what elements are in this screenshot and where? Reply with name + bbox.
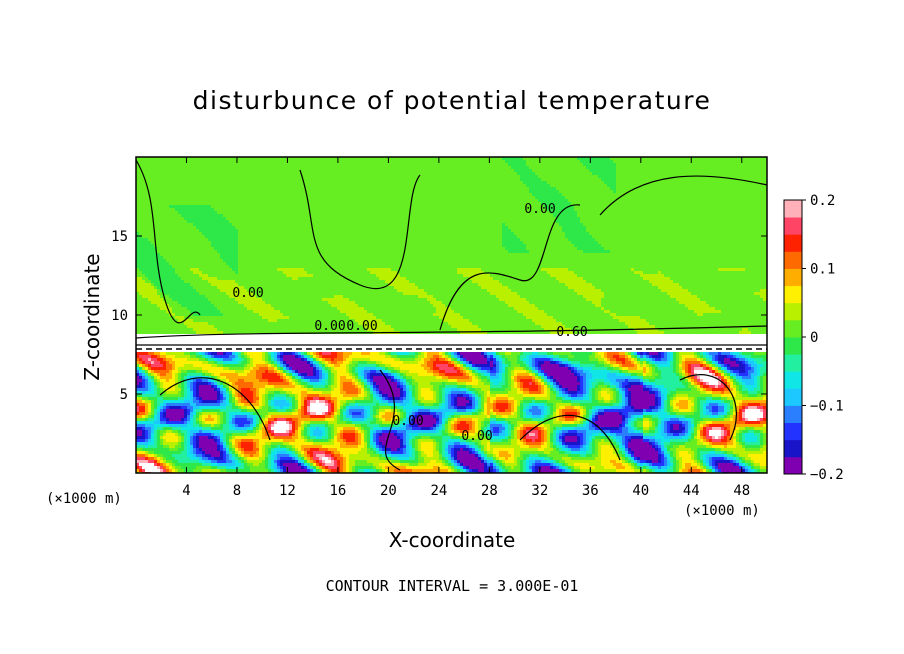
x-tick-label: 16 (329, 483, 346, 499)
colorbar-swatch (784, 302, 802, 321)
contour-interval-note: CONTOUR INTERVAL = 3.000E-01 (0, 577, 904, 595)
x-tick-label: 12 (279, 483, 296, 499)
contour-label: 0.00 (314, 319, 345, 334)
colorbar-swatch (784, 371, 802, 389)
colorbar-swatch (784, 268, 802, 287)
colorbar: 0.2 0.1 0 −0.1 −0.2 (783, 193, 844, 483)
y-tick-label: 15 (111, 229, 128, 245)
colorbar-swatch (784, 337, 802, 355)
y-tick-label: 5 (120, 387, 128, 403)
x-tick-label: 24 (430, 483, 447, 499)
x-tick-label: 40 (632, 483, 649, 499)
x-tick-label: 28 (481, 483, 498, 499)
temperature-field: 0.00 0.00 0.600.000.000.000.00 (136, 157, 767, 473)
x-tick-label: 36 (582, 483, 599, 499)
x-axis-label: X-coordinate (352, 528, 552, 552)
colorbar-swatch (784, 285, 802, 304)
colorbar-swatch (784, 439, 802, 458)
x-tick-label: 48 (733, 483, 750, 499)
contour-label: 0.00 (346, 319, 377, 334)
y-tick-label: 10 (111, 308, 128, 324)
x-axis: 4 8 12 16 20 24 28 32 36 40 44 48 (182, 157, 750, 499)
chart-title: disturbunce of potential temperature (0, 86, 904, 115)
colorbar-swatch (784, 217, 802, 235)
colorbar-tick-label: −0.2 (810, 467, 844, 483)
x-tick-label: 20 (380, 483, 397, 499)
x-unit-left: (×1000 m) (46, 491, 122, 507)
y-axis-label: Z-coordinate (80, 217, 104, 417)
colorbar-tick-label: 0.2 (810, 193, 835, 209)
colorbar-tick-label: 0 (810, 330, 818, 346)
y-axis: 5 10 15 (111, 229, 767, 403)
colorbar-swatch (784, 251, 802, 269)
colorbar-swatch (784, 405, 802, 424)
contour-label: 0.00 (461, 429, 492, 444)
x-tick-label: 8 (233, 483, 241, 499)
colorbar-swatch (784, 200, 802, 218)
contour-label: 0.00 (524, 202, 555, 217)
colorbar-swatch (784, 319, 802, 338)
colorbar-tick-label: −0.1 (810, 399, 844, 415)
contour-label: 0.00 (392, 414, 423, 429)
x-tick-label: 4 (182, 483, 190, 499)
colorbar-swatch (784, 354, 802, 372)
colorbar-swatch (784, 422, 802, 441)
x-tick-label: 32 (531, 483, 548, 499)
x-unit-right: (×1000 m) (684, 503, 760, 519)
colorbar-swatch (784, 388, 802, 406)
colorbar-tick-label: 0.1 (810, 262, 835, 278)
x-tick-label: 44 (683, 483, 700, 499)
contour-label: 0.60 (556, 325, 587, 340)
colorbar-swatch (784, 234, 802, 252)
colorbar-swatch (784, 456, 802, 475)
contour-label: 0.00 (232, 286, 263, 301)
